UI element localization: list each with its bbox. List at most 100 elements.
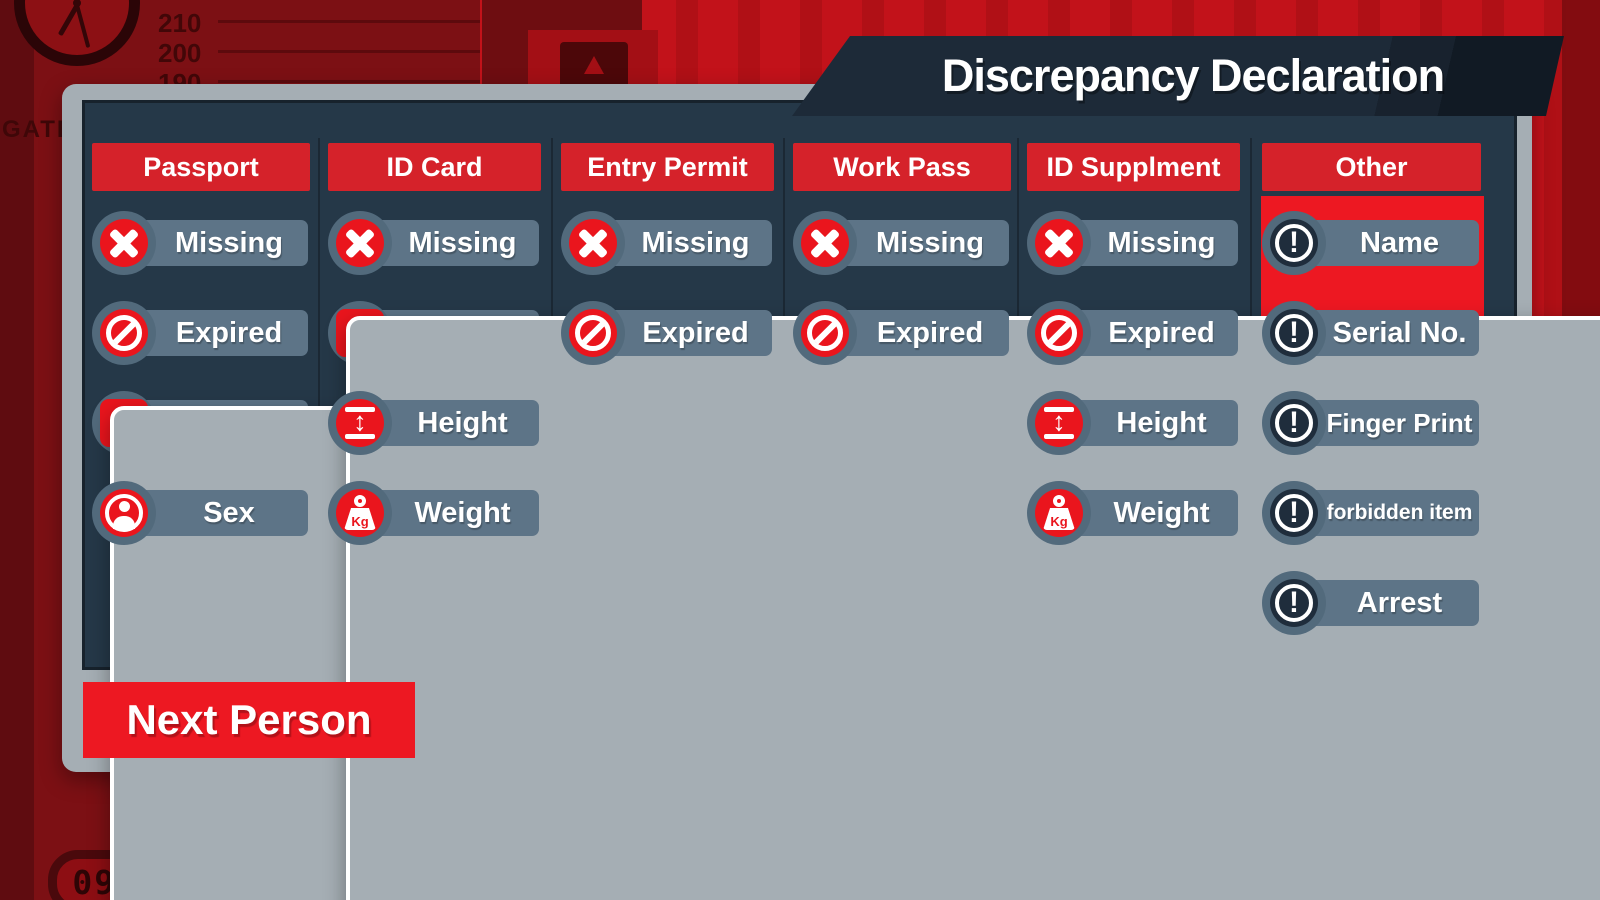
id-card-missing-button[interactable]: Missing bbox=[328, 211, 541, 275]
entry-permit-missing-button[interactable]: Missing bbox=[561, 211, 774, 275]
finger-print-label: Finger Print bbox=[1326, 407, 1473, 438]
panel-title-banner: Discrepancy Declaration bbox=[792, 36, 1564, 116]
expired-icon bbox=[569, 309, 617, 357]
entry-permit-header: Entry Permit bbox=[561, 143, 774, 191]
column-entry-permit: Entry Permit Missing Expired bbox=[561, 100, 774, 670]
button-bar: Missing bbox=[823, 220, 1009, 266]
missing-label: Missing bbox=[408, 226, 517, 259]
height-label: Height bbox=[417, 406, 508, 439]
missing-icon bbox=[569, 219, 617, 267]
button-badge: Kg bbox=[328, 481, 392, 545]
panel-title: Discrepancy Declaration bbox=[941, 50, 1445, 101]
button-bar: Missing bbox=[122, 220, 308, 266]
alert-icon: ! bbox=[1270, 309, 1318, 357]
arrow-sign-icon bbox=[560, 42, 628, 92]
height-mark-210: 210 bbox=[158, 8, 202, 38]
other-serial-no-button[interactable]: Serial No.! bbox=[1262, 301, 1481, 365]
id-supplment-expired-button[interactable]: Expired bbox=[1027, 301, 1240, 365]
height-mark-line bbox=[218, 20, 480, 23]
other-forbidden-item-button[interactable]: forbidden item! bbox=[1262, 481, 1481, 545]
button-badge bbox=[1027, 211, 1091, 275]
button-badge: ! bbox=[1262, 571, 1326, 635]
id-card-picture-button[interactable]: Picture bbox=[328, 301, 1600, 900]
button-bar: Expired bbox=[591, 310, 772, 356]
work-pass-header-label: Work Pass bbox=[833, 151, 971, 182]
expired-label: Expired bbox=[175, 316, 283, 349]
passport-missing-button[interactable]: Missing bbox=[92, 211, 310, 275]
missing-label: Missing bbox=[175, 226, 283, 259]
missing-icon bbox=[100, 219, 148, 267]
other-name-button[interactable]: Name! bbox=[1262, 211, 1481, 275]
passport-header-label: Passport bbox=[143, 151, 259, 182]
entry-permit-expired-button[interactable]: Expired bbox=[561, 301, 774, 365]
id-supplment-height-button[interactable]: Height ↕ bbox=[1027, 391, 1240, 455]
button-badge: ↕ bbox=[328, 391, 392, 455]
work-pass-expired-button[interactable]: Expired bbox=[793, 301, 1011, 365]
height-label: Height bbox=[1116, 406, 1207, 439]
weight-icon: Kg bbox=[336, 489, 384, 537]
alert-icon: ! bbox=[1270, 489, 1318, 537]
missing-icon bbox=[336, 219, 384, 267]
column-passport: Passport Missing Expired PictureSex bbox=[92, 100, 1580, 900]
alert-icon: ! bbox=[1270, 219, 1318, 267]
missing-label: Missing bbox=[641, 226, 750, 259]
passport-expired-button[interactable]: Expired bbox=[92, 301, 310, 365]
button-bar: Name bbox=[1292, 220, 1479, 266]
sex-label: Sex bbox=[203, 496, 255, 529]
gate-sign: GATE bbox=[2, 116, 75, 143]
height-icon: ↕ bbox=[336, 399, 384, 447]
button-bar: Weight bbox=[358, 490, 539, 536]
button-badge: ! bbox=[1262, 391, 1326, 455]
id-card-header: ID Card bbox=[328, 143, 541, 191]
expired-icon bbox=[100, 309, 148, 357]
button-badge bbox=[793, 301, 857, 365]
button-badge bbox=[561, 301, 625, 365]
expired-icon bbox=[801, 309, 849, 357]
missing-icon bbox=[1035, 219, 1083, 267]
id-card-height-button[interactable]: Height ↕ bbox=[328, 391, 541, 455]
id-supplment-weight-button[interactable]: Weight Kg bbox=[1027, 481, 1240, 545]
discrepancy-panel: PassportMissingExpiredPictureSexID CardM… bbox=[62, 84, 1600, 900]
other-header: Other bbox=[1262, 143, 1481, 191]
id-supplment-missing-button[interactable]: Missing bbox=[1027, 211, 1240, 275]
other-arrest-button[interactable]: Arrest! bbox=[1262, 571, 1481, 635]
id-card-header-label: ID Card bbox=[386, 151, 483, 182]
height-icon: ↕ bbox=[1035, 399, 1083, 447]
weight-label: Weight bbox=[414, 496, 511, 529]
expired-label: Expired bbox=[642, 316, 749, 349]
next-person-button[interactable]: Next Person bbox=[83, 682, 415, 758]
missing-label: Missing bbox=[876, 226, 984, 259]
id-supplment-header: ID Supplment bbox=[1027, 143, 1240, 191]
column-id-supplment: ID Supplment Missing Expired Height ↕ Weight K… bbox=[1027, 100, 1240, 670]
height-mark-200: 200 bbox=[158, 38, 202, 68]
passport-sex-button[interactable]: Sex bbox=[92, 481, 310, 545]
arrest-label: Arrest bbox=[1356, 586, 1443, 619]
button-badge: Kg bbox=[1027, 481, 1091, 545]
column-id-card: ID Card Missing PictureHeight ↕ Weight Kg bbox=[328, 100, 1600, 900]
passport-picture-button[interactable]: Picture bbox=[92, 391, 1580, 900]
height-mark-line bbox=[218, 80, 480, 83]
id-card-weight-button[interactable]: Weight Kg bbox=[328, 481, 541, 545]
expired-icon bbox=[1035, 309, 1083, 357]
button-badge bbox=[328, 211, 392, 275]
button-badge: ! bbox=[1262, 481, 1326, 545]
id-supplment-header-label: ID Supplment bbox=[1046, 151, 1221, 182]
other-finger-print-button[interactable]: Finger Print! bbox=[1262, 391, 1481, 455]
forbidden-item-label: forbidden item bbox=[1326, 501, 1473, 524]
button-badge bbox=[328, 301, 1600, 900]
button-badge bbox=[1027, 301, 1091, 365]
work-pass-header: Work Pass bbox=[793, 143, 1011, 191]
missing-label: Missing bbox=[1107, 226, 1216, 259]
weight-label: Weight bbox=[1113, 496, 1210, 529]
gate-pillar bbox=[0, 0, 34, 900]
work-pass-missing-button[interactable]: Missing bbox=[793, 211, 1011, 275]
column-work-pass: Work Pass Missing Expired bbox=[793, 100, 1011, 670]
alert-icon: ! bbox=[1270, 399, 1318, 447]
button-badge: ! bbox=[1262, 211, 1326, 275]
passport-header: Passport bbox=[92, 143, 310, 191]
button-badge bbox=[92, 391, 1580, 900]
button-badge bbox=[92, 481, 156, 545]
other-header-label: Other bbox=[1335, 151, 1408, 182]
name-label: Name bbox=[1360, 226, 1439, 259]
